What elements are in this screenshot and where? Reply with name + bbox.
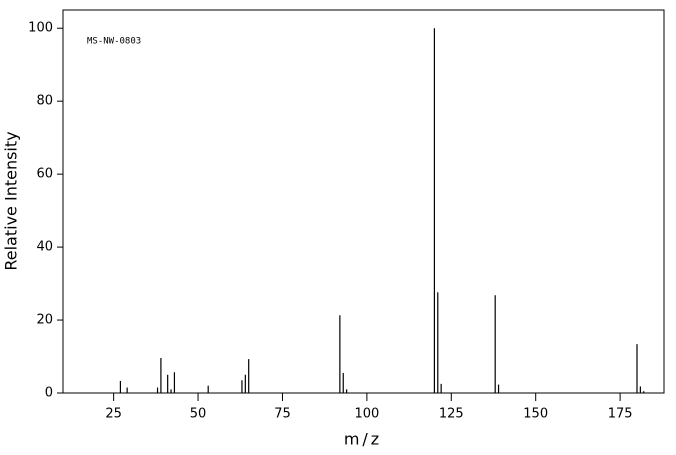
x-tick-label: 100 [354,407,379,422]
x-tick-label: 75 [274,407,291,422]
y-tick-label: 0 [45,386,53,401]
y-axis-label: Relative Intensity [2,131,21,270]
y-tick-label: 40 [36,240,53,255]
x-tick-label: 50 [190,407,207,422]
x-tick-label: 125 [439,407,464,422]
y-tick-label: 100 [28,21,53,36]
plot-frame [62,9,665,394]
x-tick-label: 175 [608,407,633,422]
x-tick-label: 150 [523,407,548,422]
y-tick-label: 20 [36,313,53,328]
y-tick-label: 60 [36,167,53,182]
annotation: MS-NW-0803 [87,37,141,47]
x-axis-label: m/z [344,430,382,449]
y-tick-label: 80 [36,94,53,109]
x-tick-label: 25 [105,407,122,422]
